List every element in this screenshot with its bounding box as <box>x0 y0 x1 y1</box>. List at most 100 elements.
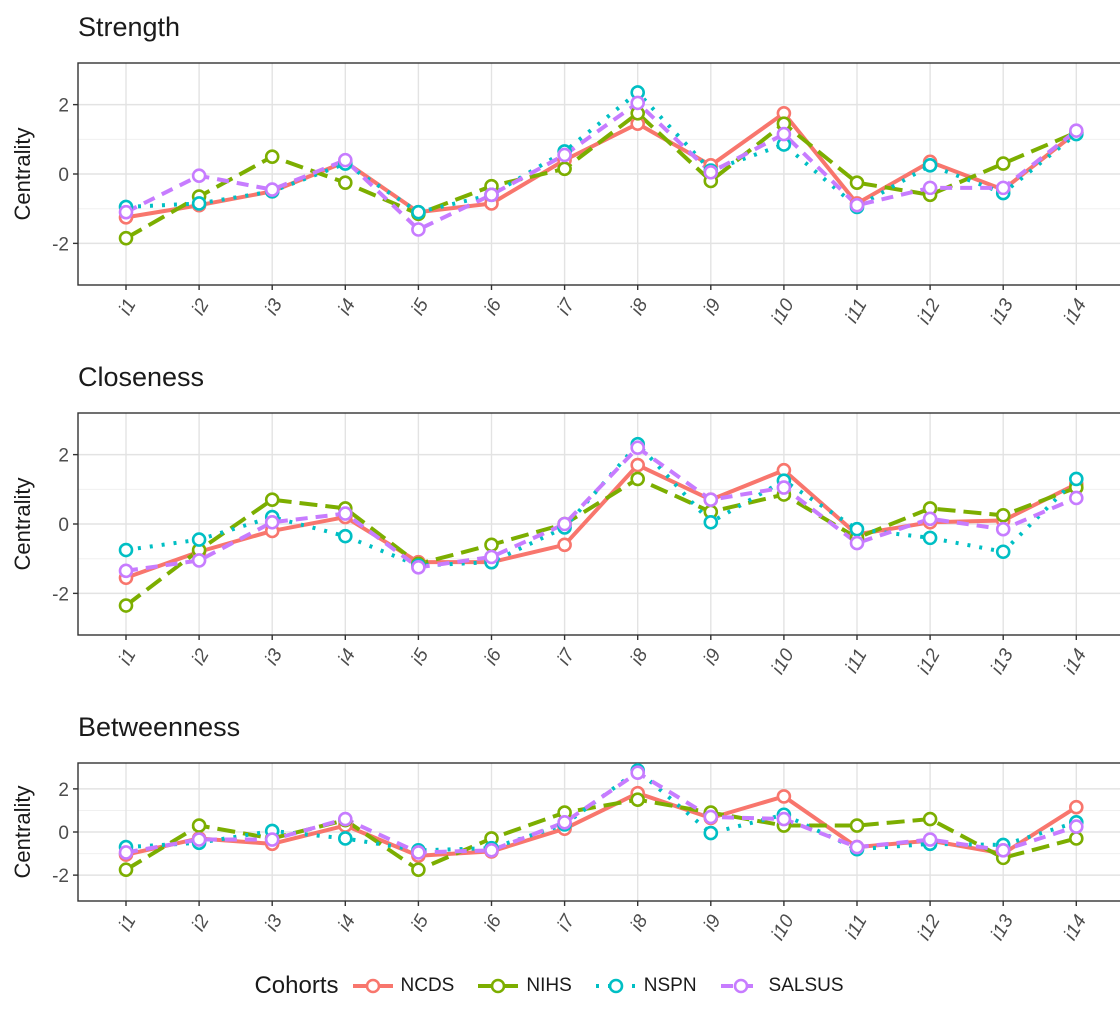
x-tick-label: i5 <box>407 645 433 669</box>
data-point-salsus <box>118 845 134 860</box>
data-point-nihs <box>995 508 1011 523</box>
data-point-salsus <box>995 843 1011 858</box>
data-point-salsus <box>849 839 865 855</box>
data-point-salsus <box>337 811 353 827</box>
series-line-salsus <box>125 100 1078 232</box>
data-point-salsus <box>411 845 426 860</box>
y-axis-title: Centrality <box>10 786 35 879</box>
legend-label-nihs: NIHS <box>526 975 572 996</box>
legend-key-nspn <box>595 978 636 994</box>
series-line-salsus <box>125 445 1078 573</box>
data-point-salsus <box>118 204 134 220</box>
data-point-nspn <box>118 542 134 558</box>
series-line-nihs <box>125 111 1078 240</box>
legend: Cohorts NCDS NIHS NSPN SALSUS <box>0 962 1120 1010</box>
x-tick-label: i14 <box>1060 646 1091 678</box>
data-point-ncds <box>557 537 572 553</box>
data-point-salsus <box>337 506 353 521</box>
x-tick-label: i1 <box>115 296 141 319</box>
data-point-salsus <box>1069 123 1084 138</box>
x-tick-label: i12 <box>914 645 945 678</box>
data-point-nihs <box>922 811 938 827</box>
x-tick-label: i3 <box>261 911 287 935</box>
x-tick-label: i9 <box>700 911 726 935</box>
data-point-salsus <box>557 147 572 163</box>
legend-label-nspn: NSPN <box>643 975 697 996</box>
data-point-salsus <box>849 197 865 213</box>
legend-key-point <box>608 978 624 994</box>
data-point-salsus <box>995 521 1011 537</box>
panel-title-closeness: Closeness <box>78 362 205 392</box>
panel-title-betweenness: Betweenness <box>78 712 241 742</box>
x-tick-label: i3 <box>261 295 287 319</box>
data-point-salsus <box>264 514 280 530</box>
data-point-salsus <box>922 511 938 527</box>
data-point-salsus <box>630 95 646 111</box>
x-tick-label: i10 <box>768 645 799 678</box>
data-point-salsus <box>630 440 646 455</box>
betweenness-panel: -2 0 2 Centrality i1 i2 i3 i4 i5 i6 i7 i8 i9 i10 i11 i1… <box>10 762 1120 944</box>
x-tick-label: i7 <box>554 910 580 935</box>
y-axis-title: Centrality <box>10 478 35 571</box>
data-point-nihs <box>118 862 134 878</box>
series-line-nihs <box>124 476 1078 608</box>
x-tick-label: i5 <box>407 911 433 935</box>
data-point-nihs <box>1069 831 1084 846</box>
legend-item-nspn: NSPN <box>594 974 697 998</box>
x-tick-label: i7 <box>554 294 580 319</box>
data-point-salsus <box>703 164 719 180</box>
x-tick-label: i1 <box>115 912 141 935</box>
x-tick-label: i12 <box>914 911 945 944</box>
data-point-nihs <box>411 862 426 878</box>
legend-key-point <box>365 978 380 994</box>
legend-key-nihs <box>478 978 519 994</box>
data-point-nihs <box>849 818 865 833</box>
data-point-salsus <box>411 560 426 575</box>
data-point-salsus <box>484 549 499 565</box>
legend-item-ncds: NCDS <box>351 974 455 998</box>
data-point-nspn <box>703 514 719 530</box>
y-tick-label: -2 <box>52 584 69 605</box>
legend-label-ncds: NCDS <box>400 975 455 996</box>
x-tick-label: i9 <box>700 645 726 669</box>
data-point-salsus <box>1069 490 1084 506</box>
x-tick-label: i14 <box>1060 912 1091 944</box>
strength-panel: -2 0 2 Centrality i1 i2 i3 i4 i5 i6 i7 i8 i9 i10 i11 i1… <box>10 62 1120 328</box>
data-point-nihs <box>191 818 207 833</box>
y-tick-label: 0 <box>58 515 69 536</box>
x-tick-label: i13 <box>987 295 1018 328</box>
y-tick-label: -2 <box>52 234 69 255</box>
x-tick-label: i13 <box>987 645 1018 678</box>
legend-key-salsus <box>720 978 761 994</box>
x-tick-label: i12 <box>914 295 945 328</box>
data-point-nihs <box>264 492 280 508</box>
y-tick-label: 2 <box>58 446 69 467</box>
data-point-salsus <box>118 563 134 579</box>
data-point-nspn <box>191 532 207 547</box>
series-line-salsus <box>125 770 1077 855</box>
y-tick-label: 2 <box>58 780 69 801</box>
legend-label-salsus: SALSUS <box>768 975 844 996</box>
data-point-nihs <box>557 161 572 177</box>
data-point-salsus <box>411 222 426 237</box>
x-tick-label: i11 <box>842 646 872 677</box>
x-tick-label: i10 <box>768 911 799 944</box>
data-point-nihs <box>118 598 134 613</box>
data-point-nspn <box>849 521 865 537</box>
data-point-nihs <box>630 792 646 807</box>
x-tick-label: i5 <box>407 295 433 319</box>
x-tick-label: i13 <box>987 911 1018 944</box>
legend-key-point <box>733 978 748 994</box>
x-tick-label: i11 <box>842 296 872 327</box>
y-axis-title: Centrality <box>10 128 35 221</box>
y-tick-label: 0 <box>58 165 69 186</box>
data-point-nspn <box>922 530 938 546</box>
legend-key-point <box>491 978 506 994</box>
x-tick-label: i9 <box>700 295 726 319</box>
x-tick-label: i8 <box>627 645 653 669</box>
legend-key-ncds <box>352 978 393 994</box>
series-line-ncds <box>125 463 1078 580</box>
data-point-salsus <box>484 843 499 858</box>
data-point-salsus <box>995 180 1011 196</box>
